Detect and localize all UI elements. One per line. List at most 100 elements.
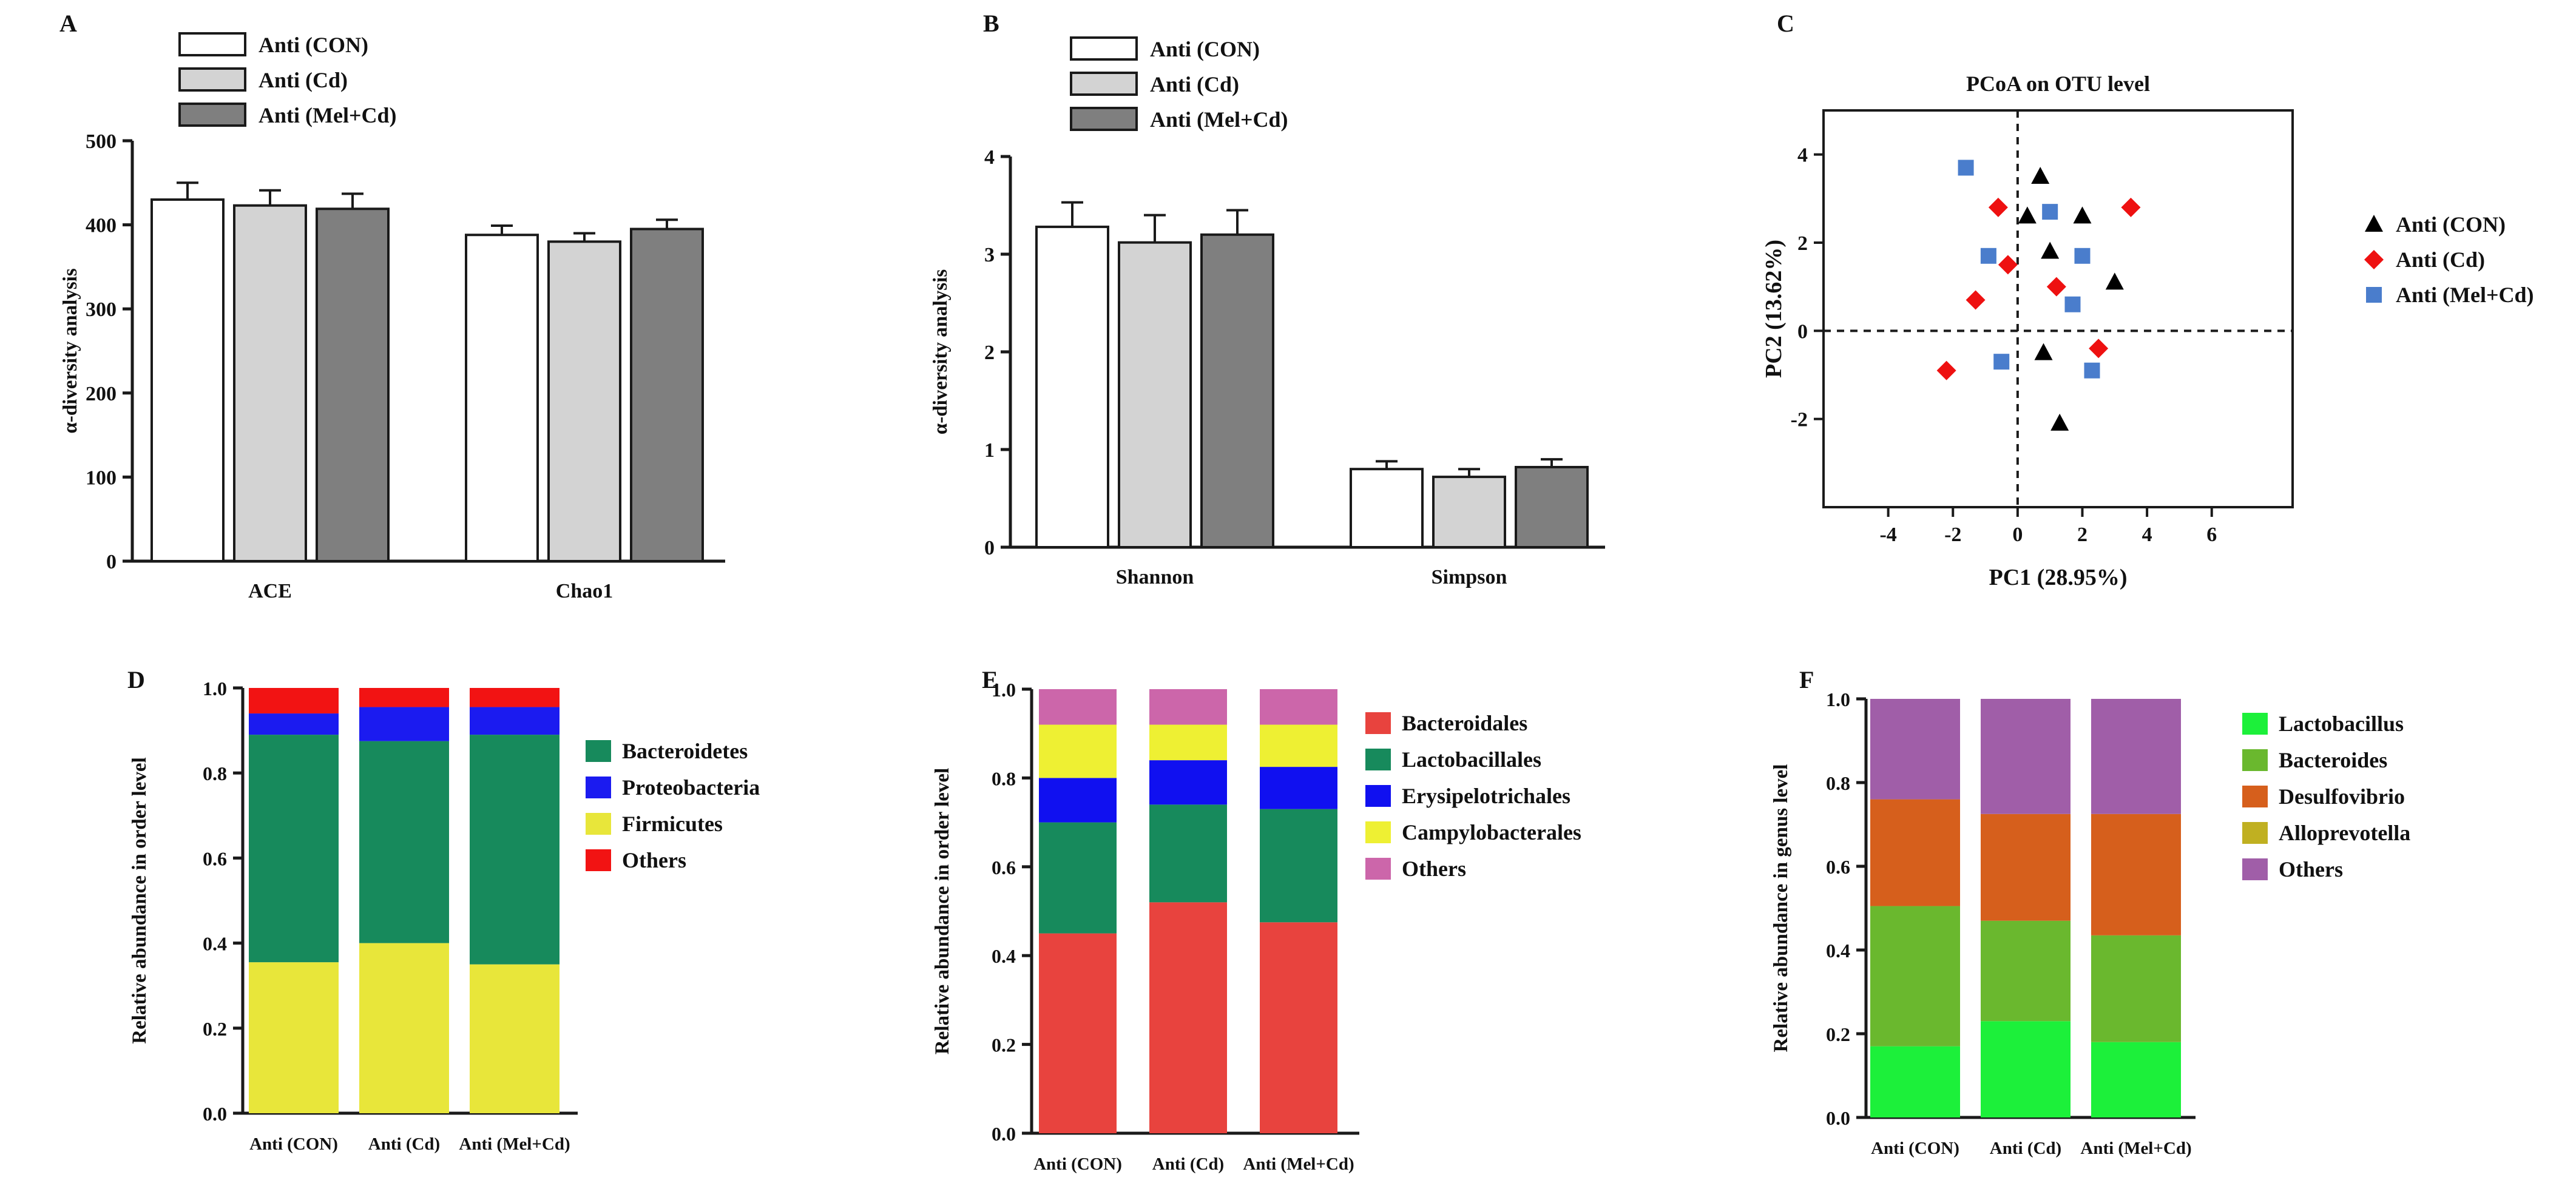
segment-erysipelotrichales-anti-con bbox=[1039, 778, 1117, 823]
segment-bacteroidales-anti-mel-cd bbox=[1260, 922, 1337, 1133]
segment-campylobacterales-anti-mel-cd bbox=[1260, 724, 1337, 767]
x-tick-label: -4 bbox=[1879, 524, 1896, 546]
legend-swatch bbox=[178, 32, 246, 56]
segment-firmicutes-anti-con bbox=[249, 962, 339, 1113]
panel-label: E bbox=[982, 666, 998, 693]
segment-bacteroides-anti-con bbox=[1870, 906, 1960, 1046]
legend-label: Firmicutes bbox=[622, 812, 723, 836]
segment-proteobacteria-anti-cd bbox=[359, 707, 449, 741]
plot-frame bbox=[1822, 109, 2294, 508]
y-tick-label: 0.4 bbox=[203, 933, 227, 955]
legend-label: Anti (Cd) bbox=[259, 68, 348, 92]
legend-swatch bbox=[586, 777, 611, 798]
legend-swatch bbox=[1070, 107, 1138, 131]
segment-campylobacterales-anti-cd bbox=[1149, 724, 1227, 761]
x-tick-label: -2 bbox=[1944, 524, 1961, 546]
y-tick-label: 0.6 bbox=[992, 857, 1016, 878]
legend-swatch bbox=[1365, 749, 1391, 770]
x-category-label: Anti (Mel+Cd) bbox=[459, 1134, 570, 1154]
y-tick-label: 3 bbox=[984, 244, 995, 266]
segment-erysipelotrichales-anti-mel-cd bbox=[1260, 767, 1337, 809]
bar-anti-con-simpson bbox=[1350, 468, 1424, 549]
legend-label: Anti (Mel+Cd) bbox=[2396, 283, 2534, 307]
y-tick-label: 0.0 bbox=[1826, 1107, 1850, 1129]
legend-swatch bbox=[1365, 785, 1391, 807]
legend-swatch bbox=[1365, 858, 1391, 880]
y-axis-label: Relative abundance in genus level bbox=[1770, 764, 1792, 1053]
y-tick-label: 1.0 bbox=[203, 678, 227, 699]
y-tick-label: 2 bbox=[984, 342, 995, 364]
y-tick-label: 500 bbox=[86, 130, 117, 153]
segment-others-anti-con bbox=[249, 688, 339, 714]
legend-label: Bacteroides bbox=[2279, 748, 2387, 772]
point-anti-con bbox=[2031, 167, 2050, 184]
x-category-label: Shannon bbox=[1116, 566, 1194, 588]
y-tick-label: 0.0 bbox=[992, 1123, 1016, 1145]
legend-label: Anti (Mel+Cd) bbox=[1150, 107, 1288, 132]
x-category-label: Anti (Cd) bbox=[368, 1134, 440, 1154]
bar-anti-con-shannon bbox=[1035, 225, 1109, 549]
bar-anti-cd-shannon bbox=[1118, 241, 1192, 548]
segment-lactobacillales-anti-cd bbox=[1149, 804, 1227, 903]
legend-swatch bbox=[586, 740, 611, 762]
legend-swatch bbox=[586, 849, 611, 871]
legend-label: Others bbox=[622, 848, 686, 872]
segment-bacteroidetes-anti-con bbox=[249, 735, 339, 963]
panel-label: A bbox=[59, 10, 77, 37]
segment-desulfovibrio-anti-cd bbox=[1981, 814, 2071, 921]
segment-others-anti-mel-cd bbox=[470, 688, 559, 707]
segment-others-anti-con bbox=[1039, 689, 1117, 725]
segment-others-anti-mel-cd bbox=[2091, 699, 2181, 814]
segment-bacteroides-anti-mel-cd bbox=[2091, 935, 2181, 1042]
legend-label: Bacteroidales bbox=[1402, 711, 1527, 735]
segment-firmicutes-anti-cd bbox=[359, 943, 449, 1113]
point-anti-mel-cd bbox=[2084, 362, 2100, 379]
y-tick-label: 0 bbox=[1797, 320, 1808, 343]
point-anti-cd bbox=[2046, 277, 2066, 297]
legend-swatch bbox=[2242, 713, 2268, 735]
panel-label: C bbox=[1777, 10, 1794, 37]
y-tick-label: 0.4 bbox=[1826, 940, 1850, 962]
segment-bacteroidales-anti-cd bbox=[1149, 902, 1227, 1133]
segment-erysipelotrichales-anti-cd bbox=[1149, 760, 1227, 805]
segment-desulfovibrio-anti-con bbox=[1870, 799, 1960, 906]
panel-label: B bbox=[983, 10, 999, 37]
x-category-label: Anti (Cd) bbox=[1152, 1154, 1224, 1174]
segment-others-anti-cd bbox=[1149, 689, 1227, 725]
y-tick-label: 0.6 bbox=[203, 847, 227, 869]
y-tick-label: 100 bbox=[86, 467, 117, 489]
point-anti-mel-cd bbox=[2074, 248, 2091, 264]
panel-label: F bbox=[1799, 666, 1814, 693]
bar-anti-cd-simpson bbox=[1432, 476, 1506, 549]
point-anti-mel-cd bbox=[1993, 354, 2010, 370]
y-axis-label: Relative abundance in order level bbox=[129, 757, 150, 1043]
x-category-label: Simpson bbox=[1432, 566, 1507, 588]
segment-bacteroidales-anti-con bbox=[1039, 933, 1117, 1133]
legend-label: Anti (Cd) bbox=[2396, 248, 2485, 272]
panel-F: F 0.0 0.2 0.4 0.6 0.8 1.0 Relative abundance in… bbox=[1770, 666, 2410, 1158]
point-anti-cd bbox=[2089, 339, 2109, 359]
panel-E: E 0.0 0.2 0.4 0.6 0.8 1.0 Relative abundance in… bbox=[931, 666, 1581, 1174]
point-anti-mel-cd bbox=[1958, 160, 1974, 176]
y-axis-label: α-diversity analysis bbox=[930, 269, 952, 435]
legend-swatch bbox=[2242, 858, 2268, 880]
point-anti-cd bbox=[1998, 255, 2018, 275]
point-anti-mel-cd bbox=[2042, 204, 2058, 220]
segment-others-anti-con bbox=[1870, 699, 1960, 800]
x-category-label: Chao1 bbox=[556, 580, 613, 602]
legend-label: Erysipelotrichales bbox=[1402, 784, 1570, 808]
legend-label: Anti (CON) bbox=[1150, 37, 1260, 61]
y-tick-label: 0.8 bbox=[992, 767, 1016, 789]
point-anti-cd bbox=[1936, 360, 1956, 380]
point-anti-con bbox=[2050, 413, 2069, 431]
legend-label: Lactobacillus bbox=[2279, 712, 2404, 736]
y-tick-label: 1.0 bbox=[1826, 689, 1850, 710]
y-tick-label: 4 bbox=[984, 146, 995, 169]
segment-bacteroides-anti-cd bbox=[1981, 920, 2071, 1022]
x-category-label: Anti (Mel+Cd) bbox=[2080, 1139, 2191, 1158]
y-tick-label: 0.6 bbox=[1826, 856, 1850, 878]
segment-proteobacteria-anti-con bbox=[249, 713, 339, 735]
legend-label: Anti (CON) bbox=[2396, 212, 2506, 237]
x-category-label: Anti (Mel+Cd) bbox=[1243, 1154, 1354, 1174]
